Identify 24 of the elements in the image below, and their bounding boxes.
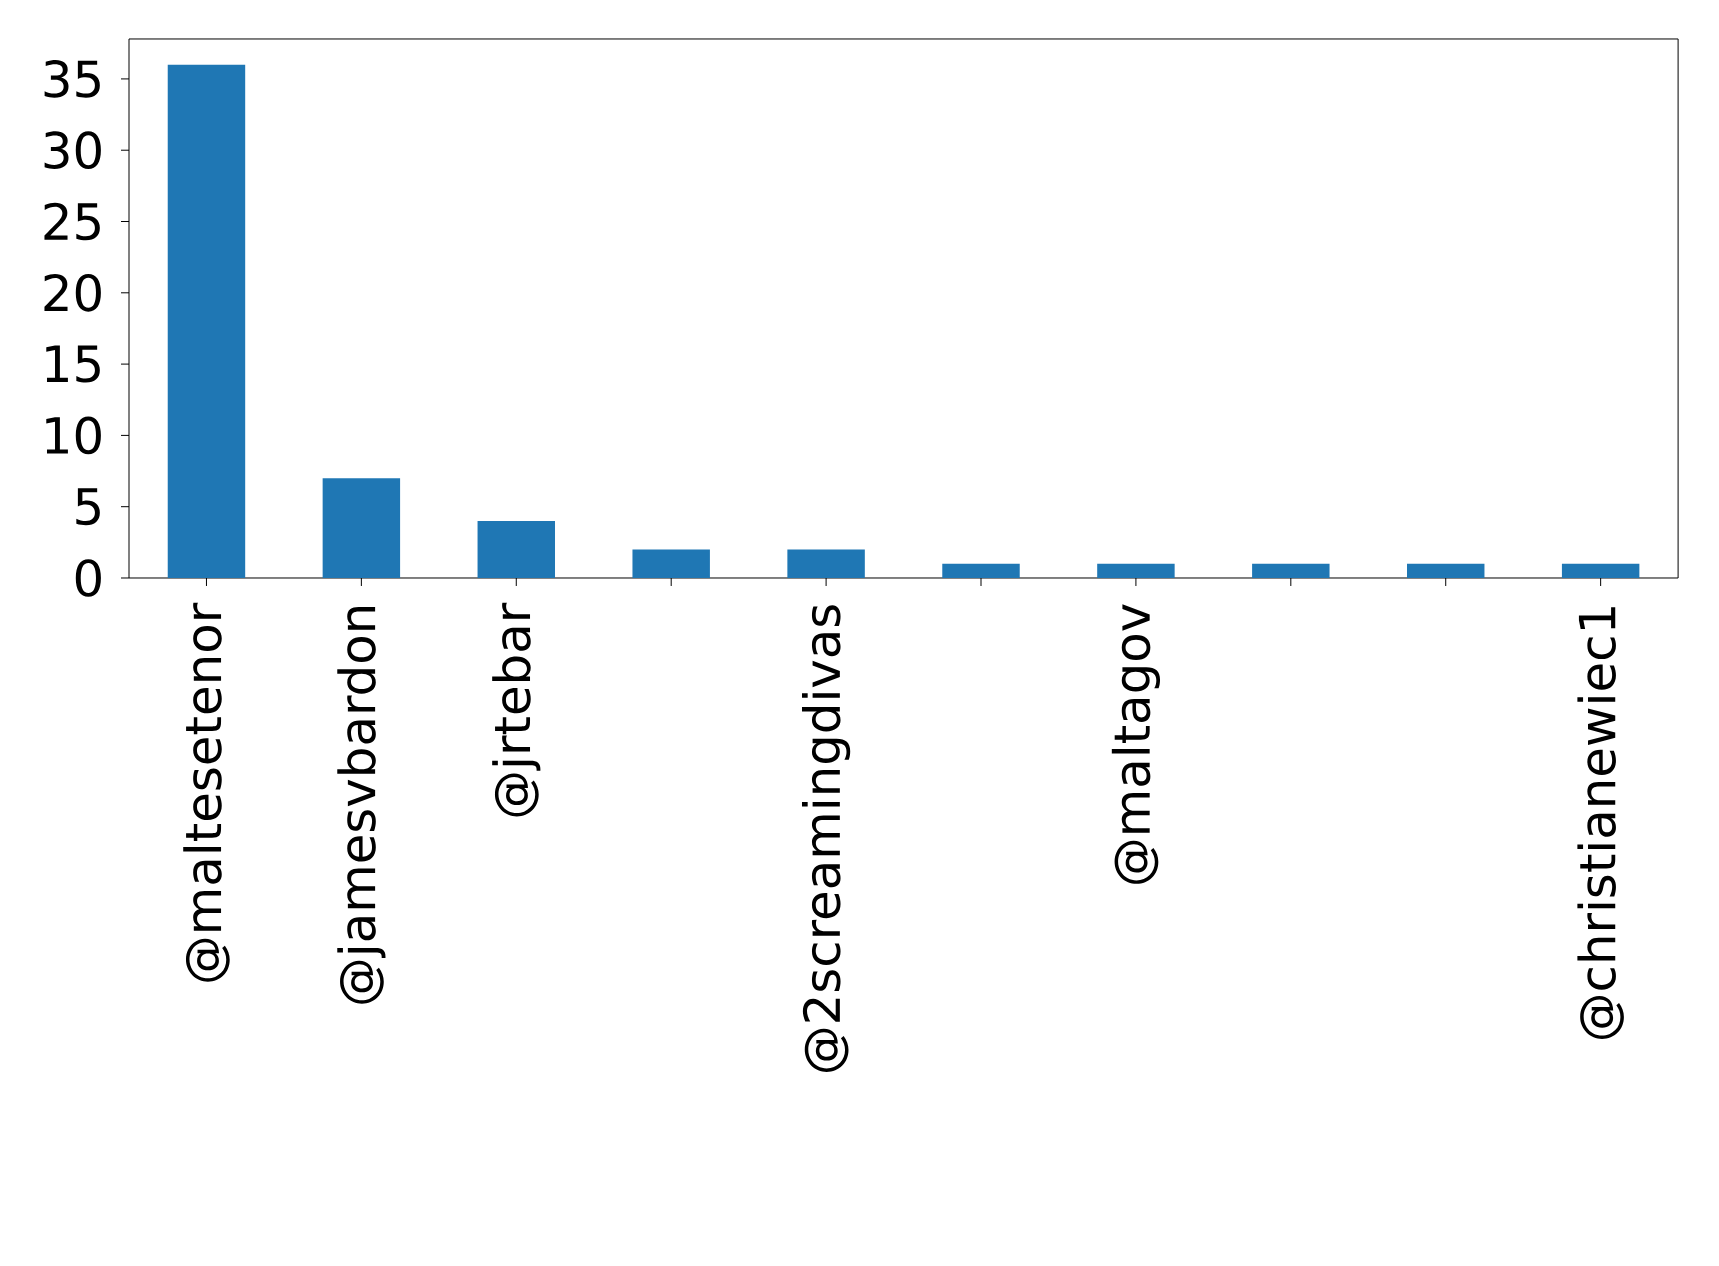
x-tick-label: @maltesetenor [183,602,230,982]
x-tick-label: @jamesvbardon [337,606,386,1004]
bar [942,563,1020,578]
bar [632,549,710,578]
x-tick-label: @christianewiec1 [1577,607,1624,1039]
x-tick-label: @jrtebar [492,602,541,817]
bar [167,64,246,578]
y-tick-label: 0 [75,559,101,597]
y-tick-label: 35 [44,60,100,98]
bar [787,549,865,578]
bar [1252,563,1330,578]
x-tick-label: @maltagov [1111,604,1161,884]
y-tick-label: 20 [44,273,101,312]
bar [322,478,401,578]
y-tick-label: 10 [46,416,101,455]
y-tick-label: 15 [46,345,100,383]
bar [1407,563,1485,578]
y-tick-label: 25 [44,202,100,241]
x-tick-label: @2screamingdivas [802,605,851,1072]
y-tick-label: 5 [76,488,100,526]
bar [477,520,556,578]
bar [1097,563,1175,578]
y-tick-label: 30 [44,131,101,170]
bar [1561,563,1640,578]
